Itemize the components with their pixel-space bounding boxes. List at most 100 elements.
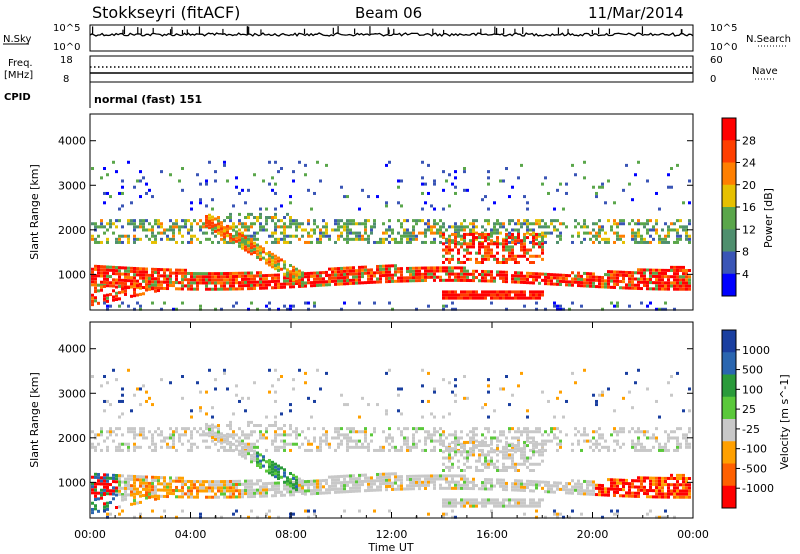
velocity-cell (445, 501, 448, 505)
power-cell (577, 277, 580, 281)
power-cell (553, 304, 556, 308)
power-cell (676, 281, 679, 285)
power-cell (169, 271, 172, 275)
power-cell (136, 270, 139, 274)
velocity-cell (217, 427, 220, 431)
velocity-cell (517, 440, 520, 444)
velocity-cell (673, 492, 676, 496)
velocity-cell (295, 478, 298, 482)
velocity-cell (676, 473, 679, 477)
power-cell (595, 195, 598, 199)
power-cell (97, 301, 100, 305)
velocity-cell (454, 515, 457, 519)
velocity-cell (592, 480, 595, 484)
velocity-cell (421, 480, 424, 484)
power-cell (340, 231, 343, 235)
power-cell (289, 201, 292, 205)
power-cell (502, 270, 505, 274)
power-cell (415, 234, 418, 238)
velocity-cell (442, 444, 445, 448)
velocity-cell (451, 498, 454, 502)
velocity-cell (625, 494, 628, 498)
power-cell (682, 281, 685, 285)
power-cell (448, 245, 451, 249)
velocity-cell (439, 427, 442, 431)
power-cell (247, 274, 250, 278)
velocity-cell (514, 488, 517, 492)
velocity-cell (247, 492, 250, 496)
power-cell (574, 280, 577, 284)
power-cell (274, 260, 277, 264)
power-cell (610, 276, 613, 280)
velocity-cell (292, 473, 295, 477)
power-cell (682, 265, 685, 269)
velocity-cell (319, 482, 322, 486)
power-cell (124, 289, 127, 293)
power-cell (253, 216, 256, 220)
power-cell (313, 191, 316, 195)
velocity-cell (325, 433, 328, 437)
velocity-cell (247, 433, 250, 437)
velocity-cell (175, 430, 178, 434)
power-cell (352, 275, 355, 279)
velocity-cell (100, 491, 103, 495)
velocity-cell (232, 449, 235, 453)
power-cell (154, 289, 157, 293)
power-cell (229, 281, 232, 285)
power-cell (118, 266, 121, 270)
power-cell (451, 290, 454, 294)
velocity-cell (271, 473, 274, 477)
velocity-cell (268, 390, 271, 394)
velocity-cell (181, 482, 184, 486)
power-cell (442, 293, 445, 297)
velocity-cell (409, 477, 412, 481)
power-cell (490, 254, 493, 258)
velocity-cell (568, 488, 571, 492)
velocity-cell (478, 487, 481, 491)
velocity-cell (487, 384, 490, 388)
velocity-cell (637, 488, 640, 492)
velocity-cell (118, 445, 121, 449)
velocity-cell (430, 433, 433, 437)
power-cell (106, 293, 109, 297)
velocity-cell (511, 498, 514, 502)
velocity-cell (178, 479, 181, 483)
power-cell (292, 282, 295, 286)
power-cell (226, 231, 229, 235)
velocity-cell (445, 480, 448, 484)
power-cell (265, 261, 268, 265)
power-cell (517, 232, 520, 236)
power-cell (97, 271, 100, 275)
velocity-cell (493, 498, 496, 502)
velocity-cell (346, 483, 349, 487)
velocity-cell (151, 442, 154, 446)
velocity-cell (106, 489, 109, 493)
velocity-cell (121, 412, 124, 416)
velocity-cell (91, 475, 94, 479)
velocity-cell (496, 447, 499, 451)
velocity-cell (262, 464, 265, 468)
velocity-cell (553, 484, 556, 488)
power-cell (595, 231, 598, 235)
velocity-cell (637, 448, 640, 452)
power-cell (406, 276, 409, 280)
velocity-cell (268, 424, 271, 428)
power-cell (646, 231, 649, 235)
power-cell (634, 240, 637, 244)
power-cell (601, 185, 604, 189)
velocity-cell (640, 445, 643, 449)
velocity-cell (175, 495, 178, 499)
power-cell (106, 265, 109, 269)
velocity-cell (415, 474, 418, 478)
power-cell (94, 299, 97, 303)
power-cell (91, 296, 94, 300)
power-cell (676, 163, 679, 167)
velocity-cell (532, 498, 535, 502)
power-cell (259, 216, 262, 220)
power-cell (526, 201, 529, 205)
velocity-cell (430, 436, 433, 440)
velocity-cell (247, 436, 250, 440)
velocity-cell (220, 438, 223, 442)
power-cell (334, 279, 337, 283)
velocity-cell (577, 488, 580, 492)
